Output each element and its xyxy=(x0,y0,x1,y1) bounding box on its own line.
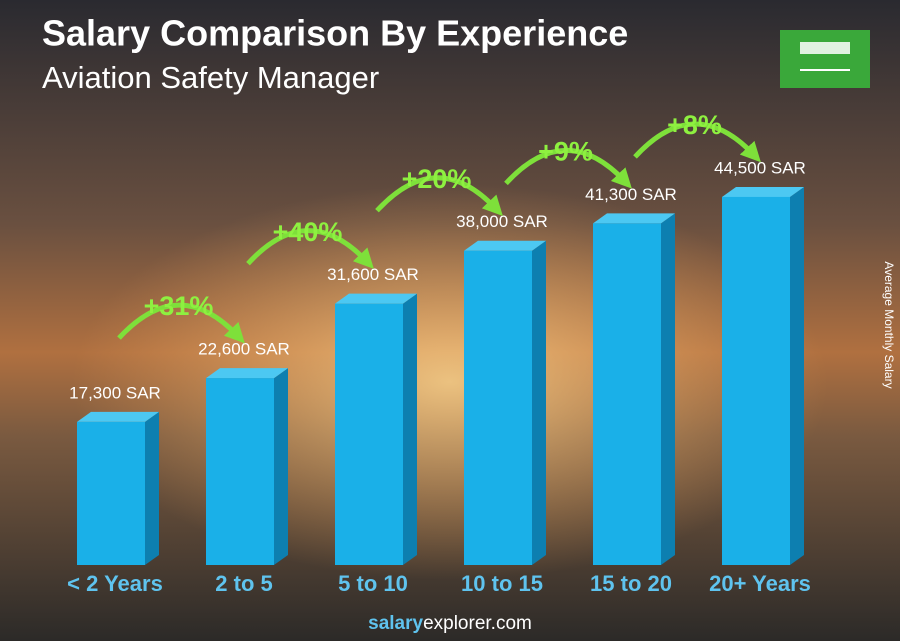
footer: salaryexplorer.com xyxy=(368,613,532,634)
increase-arrow xyxy=(375,175,503,216)
x-tick-label: 10 to 15 xyxy=(461,571,543,596)
y-axis-label: Average Monthly Salary xyxy=(882,261,896,388)
bar-top xyxy=(206,368,288,379)
increase-label: +8% xyxy=(667,110,722,140)
footer-brand: salary xyxy=(368,613,423,634)
increase-label: +9% xyxy=(538,137,593,167)
x-tick-label: 15 to 20 xyxy=(590,571,672,596)
bar-top xyxy=(335,293,417,304)
bar-top xyxy=(722,186,804,197)
bar xyxy=(206,378,274,565)
chart-subtitle: Aviation Safety Manager xyxy=(42,60,379,95)
bar-side xyxy=(145,411,159,565)
x-tick-label: < 2 Years xyxy=(67,571,163,596)
bar-top xyxy=(464,240,546,251)
x-tick-label: 2 to 5 xyxy=(215,571,272,596)
footer-domain: explorer.com xyxy=(423,613,532,634)
increase-label: +40% xyxy=(273,217,343,247)
bar xyxy=(464,250,532,566)
increase-arrow xyxy=(633,121,761,163)
bar-side xyxy=(403,293,417,565)
bar-side xyxy=(532,240,546,566)
increase-arrow xyxy=(504,148,632,189)
x-tick-label: 5 to 10 xyxy=(338,571,408,596)
bar-top xyxy=(77,411,159,422)
value-label: 17,300 SAR xyxy=(69,383,161,402)
increase-label: +31% xyxy=(144,291,214,321)
increase-arrow xyxy=(246,228,374,269)
bar-side xyxy=(790,186,804,565)
value-label: 38,000 SAR xyxy=(456,212,548,231)
flag xyxy=(780,30,870,88)
value-label: 44,500 SAR xyxy=(714,158,806,177)
bar xyxy=(77,421,145,565)
bar-side xyxy=(661,213,675,565)
value-label: 41,300 SAR xyxy=(585,185,677,204)
x-tick-label: 20+ Years xyxy=(709,571,811,596)
bar xyxy=(335,303,403,565)
bar xyxy=(593,223,661,565)
bar xyxy=(722,196,790,565)
bar-top xyxy=(593,213,675,224)
value-label: 31,600 SAR xyxy=(327,265,419,284)
value-label: 22,600 SAR xyxy=(198,340,290,359)
increase-arrow xyxy=(117,302,245,344)
increase-label: +20% xyxy=(402,164,472,194)
chart-title: Salary Comparison By Experience xyxy=(42,13,628,54)
bar-side xyxy=(274,368,288,565)
